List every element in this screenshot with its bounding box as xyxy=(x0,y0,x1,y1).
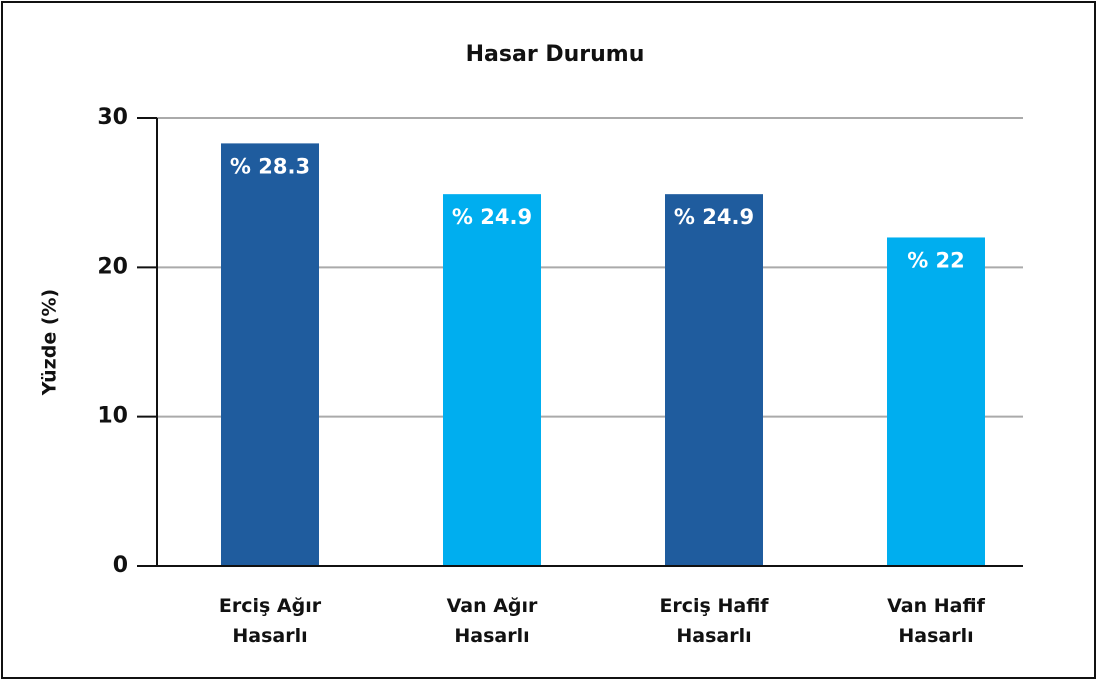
value-label: % 28.3 xyxy=(230,154,310,178)
x-tick-label: Van Ağır Hasarlı xyxy=(447,595,538,647)
y-tick-label: 30 xyxy=(97,105,128,130)
y-axis-label: Yüzde (%) xyxy=(39,289,61,396)
y-tick-label: 20 xyxy=(97,254,128,279)
chart-title: Hasar Durumu xyxy=(466,42,645,67)
y-tick-label: 10 xyxy=(97,404,128,429)
x-tick-label: Erciş Hafif Hasarlı xyxy=(659,595,769,647)
x-tick-label: Erciş Ağır Hasarlı xyxy=(219,595,322,647)
x-tick-label: Van Hafif Hasarlı xyxy=(887,595,985,647)
bar xyxy=(221,143,319,567)
bar xyxy=(887,237,985,566)
bar xyxy=(443,194,541,566)
value-label: % 24.9 xyxy=(452,205,532,229)
y-tick-label: 0 xyxy=(113,553,128,578)
value-label: % 22 xyxy=(907,248,965,272)
bar xyxy=(665,194,763,566)
value-label: % 24.9 xyxy=(674,205,754,229)
